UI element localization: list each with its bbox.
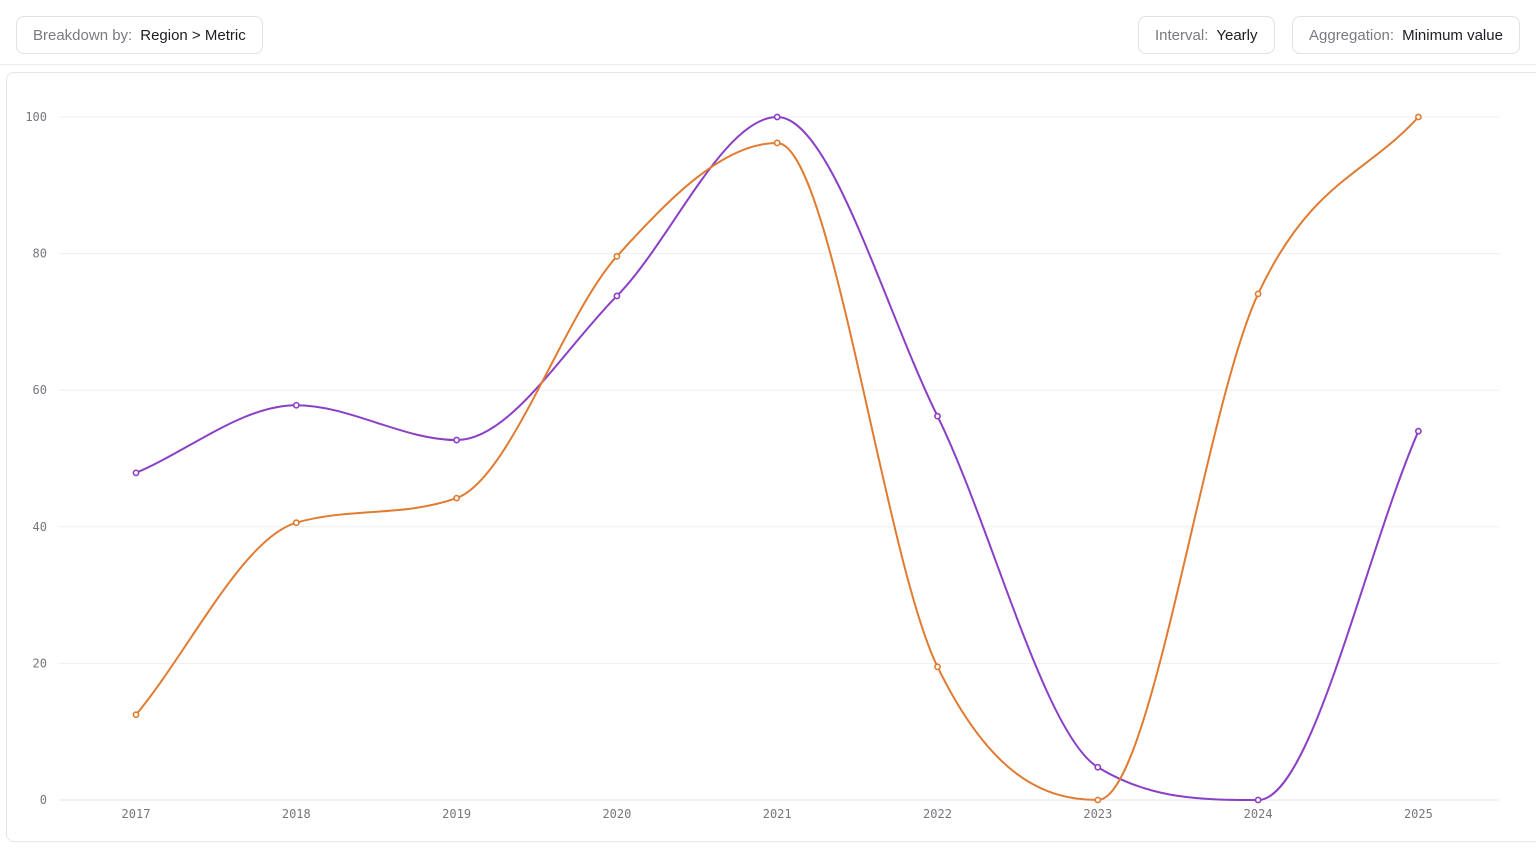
data-point-series-1-2023: [1094, 763, 1102, 771]
x-tick-label-2024: 2024: [1244, 807, 1273, 821]
interval-label: Interval:: [1155, 26, 1209, 44]
data-point-series-1-2022: [934, 412, 941, 420]
data-point-series-2-2021: [773, 139, 781, 147]
y-tick-label-80: 80: [33, 247, 47, 261]
data-point-series-2-2018: [292, 519, 300, 527]
x-tick-label-2021: 2021: [763, 807, 792, 821]
grid-lines: [59, 116, 1499, 801]
data-points: [132, 113, 1422, 804]
data-point-series-1-2018: [292, 401, 300, 409]
data-point-series-2-2023: [1094, 796, 1102, 804]
series-lines: [135, 116, 1420, 801]
y-tick-label-60: 60: [33, 383, 47, 397]
data-point-series-1-2017: [132, 469, 140, 477]
aggregation-label: Aggregation:: [1309, 26, 1395, 44]
series-line-2: [135, 116, 1420, 801]
aggregation-selector[interactable]: Aggregation: Minimum value: [1292, 16, 1520, 54]
x-axis: 2017 2018 2019 2020 2021 2022 2023 2024 2025: [122, 807, 1433, 821]
x-tick-label-2023: 2023: [1083, 807, 1112, 821]
data-point-series-1-2020: [613, 292, 621, 300]
y-tick-label-40: 40: [33, 520, 47, 534]
interval-selector[interactable]: Interval: Yearly: [1138, 16, 1275, 54]
x-tick-label-2017: 2017: [122, 807, 151, 821]
data-point-series-2-2025: [1415, 113, 1422, 121]
data-point-series-1-2024: [1254, 796, 1262, 804]
y-tick-label-100: 100: [25, 110, 47, 124]
data-point-series-2-2019: [453, 494, 460, 502]
data-point-series-1-2025: [1415, 427, 1422, 435]
breakdown-value: Region > Metric: [140, 26, 246, 44]
data-point-series-1-2019: [453, 436, 460, 444]
series-line-1: [135, 116, 1420, 801]
breakdown-label: Breakdown by:: [33, 26, 133, 44]
x-tick-label-2018: 2018: [282, 807, 311, 821]
data-point-series-2-2020: [613, 252, 621, 260]
y-axis: 0 20 40 60 80 100: [25, 110, 47, 807]
y-tick-label-0: 0: [40, 793, 47, 807]
chart-card: 0 20 40 60 80 100 2017 2018 2019 2020 2021 2022 202…: [6, 72, 1536, 842]
x-tick-label-2025: 2025: [1404, 807, 1433, 821]
line-chart: 0 20 40 60 80 100 2017 2018 2019 2020 2021 2022 202…: [25, 110, 1499, 821]
interval-value: Yearly: [1216, 26, 1258, 44]
aggregation-value: Minimum value: [1402, 26, 1503, 44]
chart-toolbar: Breakdown by: Region > Metric Interval: …: [0, 0, 1536, 65]
x-tick-label-2022: 2022: [923, 807, 952, 821]
data-point-series-1-2021: [773, 113, 781, 121]
x-tick-label-2020: 2020: [602, 807, 631, 821]
y-tick-label-20: 20: [33, 656, 47, 670]
data-point-series-2-2024: [1254, 290, 1262, 298]
x-tick-label-2019: 2019: [442, 807, 471, 821]
data-point-series-2-2022: [934, 663, 941, 671]
data-point-series-2-2017: [132, 711, 140, 719]
breakdown-selector[interactable]: Breakdown by: Region > Metric: [16, 16, 263, 54]
